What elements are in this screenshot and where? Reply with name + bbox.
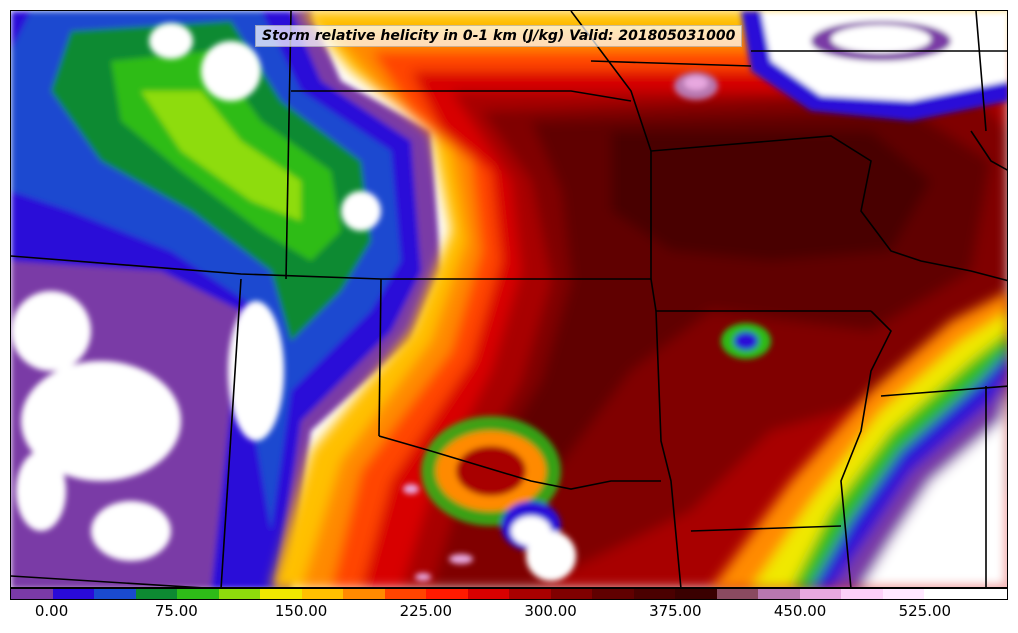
map-panel: Storm relative helicity in 0-1 km (J/kg)…	[10, 10, 1008, 588]
eastern-falloff-field	[712, 292, 1007, 587]
colorbar-segment	[94, 589, 136, 599]
colorbar-tick-label: 75.00	[154, 602, 198, 620]
state-borders	[11, 11, 1007, 587]
colorbar-tick-label: 450.00	[773, 602, 827, 620]
colorbar-segment	[633, 589, 675, 599]
colorbar-tick-label: 150.00	[274, 602, 328, 620]
colorbar-segment	[426, 589, 468, 599]
colorbar-tick-labels: 0.00 75.00 150.00 225.00 300.00 375.00 450.00 5…	[10, 602, 1008, 622]
colorbar-segment	[343, 589, 385, 599]
colorbar-segment	[384, 589, 426, 599]
colorbar-segment	[218, 589, 260, 599]
colorbar-tick-label: 525.00	[898, 602, 952, 620]
colorbar-segment	[301, 589, 343, 599]
convective-ring	[421, 323, 771, 581]
colorbar-segment	[799, 589, 841, 599]
colorbar-segment	[52, 589, 94, 599]
colorbar-segment	[260, 589, 302, 599]
colorbar-segment	[509, 589, 551, 599]
colorbar-tick-label: 0.00	[34, 602, 69, 620]
colorbar-tick-label: 375.00	[649, 602, 702, 620]
colorbar-segment	[11, 589, 53, 599]
colorbar-segment	[135, 589, 177, 599]
colorbar-segment	[716, 589, 758, 599]
colorbar-segment	[841, 589, 883, 599]
colorbar-segment	[550, 589, 592, 599]
colorbar-segment	[882, 589, 924, 599]
colorbar-tick-label: 225.00	[399, 602, 453, 620]
colorbar-segment	[758, 589, 800, 599]
helicity-field-map	[11, 11, 1007, 587]
extreme-value-spots	[403, 72, 718, 581]
colorbar	[10, 588, 1008, 600]
colorbar-segment	[965, 589, 1007, 599]
colorbar-segment	[467, 589, 509, 599]
colorbar-tick-label: 300.00	[524, 602, 577, 620]
colorbar-segment	[592, 589, 634, 599]
map-title: Storm relative helicity in 0-1 km (J/kg)…	[255, 25, 743, 47]
colorbar-segment	[675, 589, 717, 599]
colorbar-segment	[924, 589, 966, 599]
western-clear-areas	[11, 23, 381, 561]
colorbar-segment	[177, 589, 219, 599]
